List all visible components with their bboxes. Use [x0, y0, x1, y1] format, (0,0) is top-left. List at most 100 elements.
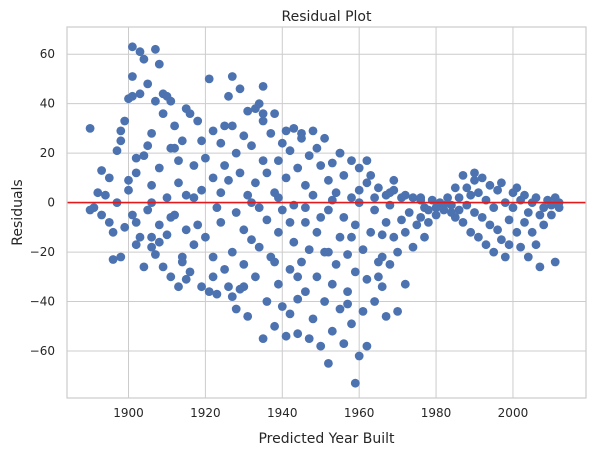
data-point	[350, 378, 360, 388]
data-point	[227, 121, 237, 131]
data-point	[343, 299, 352, 309]
data-point	[377, 230, 387, 240]
data-point	[120, 116, 130, 126]
data-point	[281, 331, 291, 341]
data-point	[397, 215, 406, 225]
data-point	[485, 220, 495, 230]
data-point	[127, 210, 137, 220]
data-point	[224, 91, 233, 101]
data-point	[147, 232, 157, 242]
data-point	[258, 82, 268, 91]
data-point	[224, 175, 233, 185]
data-point	[450, 213, 460, 222]
data-point	[362, 341, 372, 351]
data-point	[481, 240, 491, 250]
y-tick-labels: −60 −40 −20 0 20 40 60	[30, 47, 55, 358]
data-point	[312, 227, 322, 237]
data-point	[493, 185, 502, 195]
data-point	[208, 272, 218, 282]
data-point	[224, 282, 233, 292]
x-tick-label: 1980	[421, 406, 452, 420]
data-point	[331, 188, 341, 198]
data-point	[377, 252, 387, 262]
data-point	[370, 193, 379, 203]
data-point	[354, 351, 364, 361]
data-point	[358, 245, 368, 255]
data-point	[327, 158, 337, 168]
data-point	[247, 235, 256, 245]
data-point	[212, 289, 222, 299]
data-point	[454, 205, 464, 215]
data-point	[204, 74, 214, 84]
data-point	[197, 136, 207, 146]
data-point	[324, 175, 333, 185]
data-point	[154, 59, 164, 69]
data-point	[500, 252, 510, 262]
data-point	[143, 79, 153, 89]
y-tick-label: 60	[40, 47, 55, 61]
data-point	[354, 163, 364, 173]
data-point	[497, 178, 506, 188]
data-point	[316, 341, 326, 351]
data-point	[335, 304, 345, 314]
data-point	[327, 326, 337, 336]
data-point	[547, 210, 556, 220]
data-point	[416, 213, 426, 222]
data-point	[485, 180, 495, 190]
data-point	[104, 218, 114, 227]
data-point	[458, 171, 468, 180]
data-point	[124, 175, 133, 185]
data-point	[231, 304, 241, 314]
data-point	[258, 334, 268, 343]
data-point	[281, 173, 291, 183]
data-point	[166, 213, 176, 222]
data-point	[304, 334, 314, 343]
data-point	[324, 247, 333, 257]
data-point	[497, 235, 506, 245]
data-point	[301, 287, 310, 296]
data-point	[301, 203, 310, 213]
data-point	[185, 267, 195, 277]
data-point	[324, 359, 333, 368]
data-point	[258, 109, 268, 118]
data-point	[470, 208, 479, 217]
data-point	[385, 188, 395, 198]
data-point	[189, 193, 199, 203]
data-point	[97, 210, 106, 220]
data-point	[289, 123, 299, 133]
data-point	[147, 129, 157, 138]
data-point	[454, 193, 464, 203]
data-point	[293, 272, 303, 282]
data-point	[251, 178, 260, 188]
data-point	[274, 279, 283, 289]
data-point	[523, 208, 533, 217]
data-point	[216, 218, 226, 227]
data-point	[466, 227, 476, 237]
data-point	[301, 180, 310, 190]
data-point	[508, 203, 518, 213]
data-point	[251, 272, 260, 282]
data-point	[154, 163, 164, 173]
data-point	[97, 166, 106, 175]
data-point	[254, 203, 264, 213]
data-point	[335, 232, 345, 242]
data-point	[316, 213, 326, 222]
data-point	[408, 242, 418, 252]
data-point	[470, 168, 479, 178]
data-point	[539, 203, 549, 213]
data-point	[135, 232, 145, 242]
data-point	[339, 339, 349, 348]
data-point	[174, 178, 183, 188]
data-point	[408, 193, 418, 203]
data-point	[374, 183, 383, 193]
data-point	[274, 193, 283, 203]
data-point	[239, 131, 249, 141]
data-point	[239, 260, 249, 269]
y-axis-label: Residuals	[10, 179, 26, 245]
data-point	[370, 297, 379, 306]
data-point	[550, 257, 560, 267]
data-point	[177, 257, 187, 267]
data-point	[343, 250, 352, 259]
data-point	[520, 218, 529, 227]
data-point	[493, 225, 502, 235]
